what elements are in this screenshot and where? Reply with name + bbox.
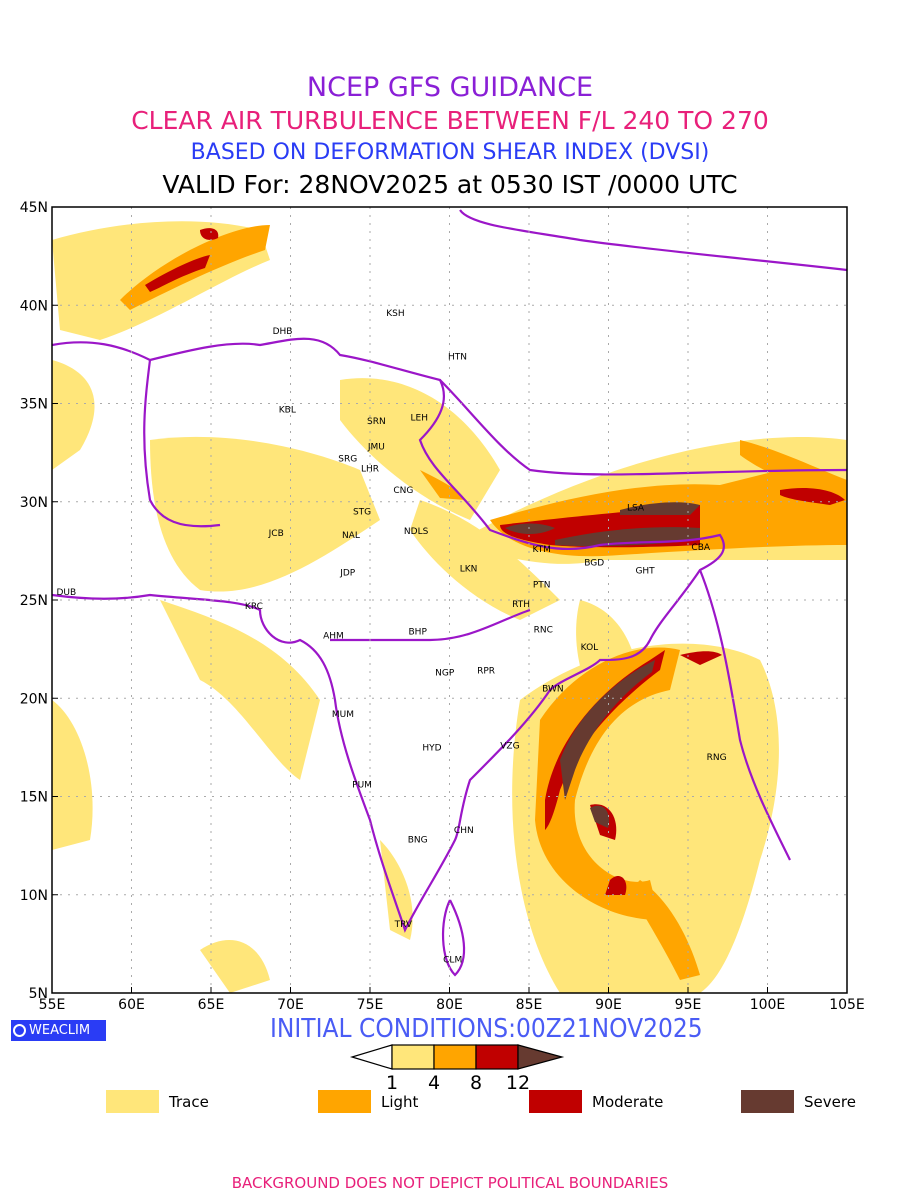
- lon-tick-label: 70E: [277, 997, 304, 1013]
- lat-tick-label: 35N: [20, 397, 48, 413]
- title-model: NCEP GFS GUIDANCE: [306, 72, 594, 103]
- lon-tick-label: 95E: [675, 997, 702, 1013]
- lon-tick-label: 105E: [829, 997, 865, 1013]
- boundary-lines: [52, 209, 847, 977]
- station-label-rth: RTH: [512, 600, 530, 610]
- station-label-ngp: NGP: [435, 669, 455, 679]
- station-label-vzg: VZG: [500, 741, 519, 751]
- station-label-rpr: RPR: [477, 667, 495, 677]
- lat-tick-label: 45N: [20, 200, 48, 216]
- station-label-jdp: JDP: [339, 568, 356, 578]
- initial-conditions: INITIAL CONDITIONS:00Z21NOV2025: [270, 1014, 703, 1044]
- station-label-leh: LEH: [411, 413, 428, 423]
- station-label-cng: CNG: [393, 486, 413, 496]
- station-label-ahm: AHM: [323, 631, 344, 641]
- colorbar-light: [433, 1044, 477, 1070]
- colorbar-tick: 1: [386, 1072, 398, 1094]
- station-label-dub: DUB: [56, 588, 76, 598]
- turbulence-shading: [52, 221, 847, 993]
- station-label-clm: CLM: [443, 956, 462, 966]
- axis-ticks: 55E 60E 65E 70E 75E 80E 85E 90E 95E 100E 105E 5N 10N…: [20, 200, 865, 1013]
- lat-tick-label: 10N: [20, 888, 48, 904]
- title-product: CLEAR AIR TURBULENCE BETWEEN F/L 240 TO …: [131, 106, 769, 135]
- lat-tick-label: 25N: [20, 593, 48, 609]
- station-label-bwn: BWN: [542, 684, 564, 694]
- station-label-pum: PUM: [352, 781, 372, 791]
- lon-tick-label: 65E: [198, 997, 225, 1013]
- station-label-lsa: LSA: [627, 504, 645, 514]
- station-label-ktm: KTM: [532, 545, 550, 555]
- lon-tick-label: 100E: [750, 997, 786, 1013]
- lon-tick-label: 90E: [595, 997, 622, 1013]
- station-label-jcb: JCB: [268, 529, 284, 539]
- lon-tick-label: 80E: [436, 997, 463, 1013]
- colorbar-severe-arrow: [517, 1044, 565, 1070]
- station-label-nal: NAL: [342, 531, 360, 541]
- colorbar-moderate: [475, 1044, 519, 1070]
- colorbar-below-arrow: [349, 1044, 393, 1070]
- legend-trace: Trace: [106, 1090, 209, 1113]
- colorbar-tick: 8: [470, 1072, 482, 1094]
- disclaimer-footer: BACKGROUND DOES NOT DEPICT POLITICAL BOU…: [231, 1174, 669, 1192]
- station-label-kol: KOL: [581, 643, 599, 653]
- colorbar: 1 4 8 12: [349, 1044, 565, 1094]
- station-label-lkn: LKN: [460, 565, 478, 575]
- legend-severe: Severe: [741, 1090, 856, 1113]
- station-label-mum: MUM: [332, 710, 354, 720]
- lat-tick-label: 30N: [20, 495, 48, 511]
- title-valid-time: VALID For: 28NOV2025 at 0530 IST /0000 U…: [162, 170, 738, 199]
- station-label-jmu: JMU: [367, 443, 385, 453]
- station-label-rnc: RNC: [534, 625, 553, 635]
- station-label-bgd: BGD: [584, 559, 604, 569]
- legend-light: Light: [318, 1090, 418, 1113]
- colorbar-tick: 4: [428, 1072, 440, 1094]
- lat-tick-label: 5N: [29, 986, 48, 1002]
- station-label-dhb: DHB: [273, 327, 293, 337]
- grid-lines: [52, 207, 847, 993]
- station-label-cba: CBA: [691, 543, 710, 553]
- title-method: BASED ON DEFORMATION SHEAR INDEX (DVSI): [190, 140, 710, 165]
- logo-text: WEACLIM: [29, 1023, 91, 1038]
- logo-ring-icon: [13, 1024, 26, 1037]
- station-label-ght: GHT: [635, 567, 655, 577]
- legend-label: Light: [381, 1092, 419, 1111]
- lon-tick-label: 85E: [516, 997, 543, 1013]
- legend-swatch: [529, 1090, 582, 1113]
- lat-tick-label: 20N: [20, 691, 48, 707]
- legend-swatch: [318, 1090, 371, 1113]
- legend-label: Trace: [169, 1092, 209, 1111]
- station-label-kbl: KBL: [279, 405, 296, 415]
- station-label-bng: BNG: [408, 836, 428, 846]
- colorbar-tick: 12: [506, 1072, 530, 1094]
- station-label-stg: STG: [353, 508, 371, 518]
- legend-swatch: [741, 1090, 794, 1113]
- legend-label: Moderate: [592, 1092, 664, 1111]
- station-label-rng: RNG: [707, 753, 727, 763]
- station-label-bhp: BHP: [409, 627, 428, 637]
- lon-tick-label: 55E: [39, 997, 66, 1013]
- station-label-htn: HTN: [448, 352, 467, 362]
- lat-tick-label: 15N: [20, 790, 48, 806]
- legend-swatch: [106, 1090, 159, 1113]
- station-label-ptn: PTN: [533, 580, 551, 590]
- station-label-srn: SRN: [367, 417, 386, 427]
- station-label-hyd: HYD: [422, 743, 441, 753]
- station-label-krc: KRC: [245, 602, 263, 612]
- station-label-ksh: KSH: [386, 309, 404, 319]
- lat-tick-label: 40N: [20, 298, 48, 314]
- station-label-ndls: NDLS: [404, 527, 429, 537]
- station-label-srg: SRG: [338, 455, 357, 465]
- station-labels: KSH DHB HTN KBL SRN LEH JMU SRG LHR CNG STG JCB NAL N…: [56, 309, 726, 965]
- legend-label: Severe: [804, 1092, 856, 1111]
- station-label-chn: CHN: [454, 826, 474, 836]
- colorbar-trace: [391, 1044, 435, 1070]
- station-label-lhr: LHR: [361, 464, 379, 474]
- weaclim-logo: WEACLIM: [11, 1020, 106, 1041]
- legend-moderate: Moderate: [529, 1090, 663, 1113]
- lon-tick-label: 75E: [357, 997, 384, 1013]
- lon-tick-label: 60E: [118, 997, 145, 1013]
- station-label-trv: TRV: [394, 920, 413, 930]
